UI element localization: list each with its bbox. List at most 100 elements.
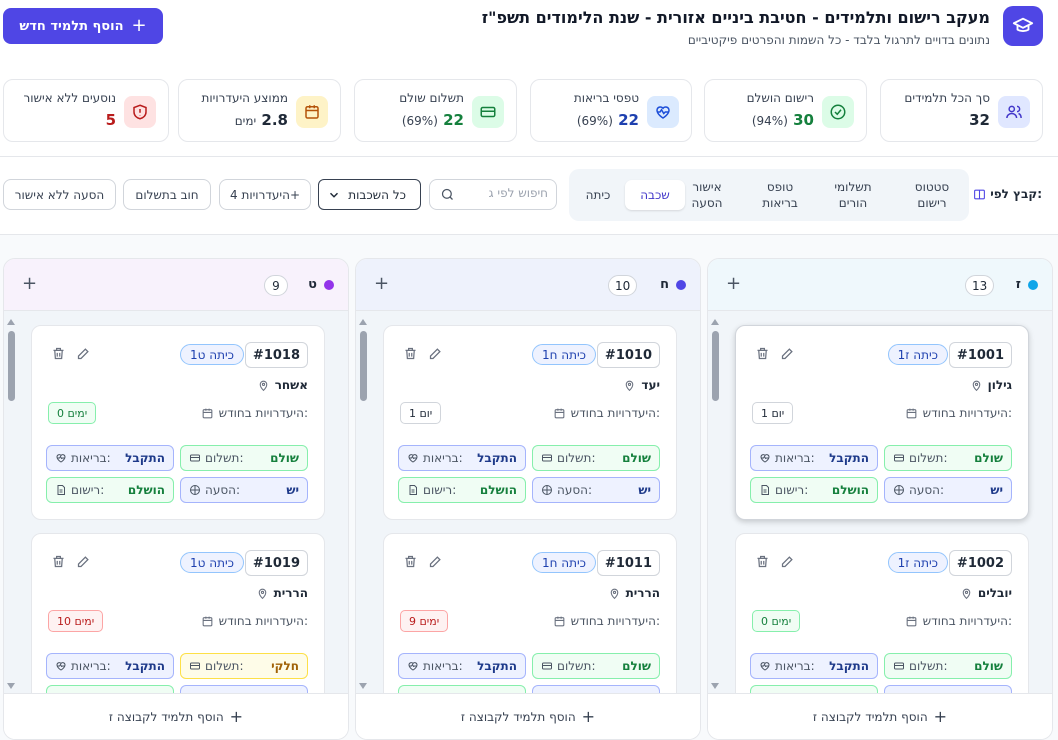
scrollbar[interactable] [711,319,719,689]
absences-label-text: היעדרויות בחודש: [570,406,660,420]
group-by-tabs: סטטוס רישום תשלומי הורים טופס בריאות אישור … [569,169,969,221]
trash-icon[interactable] [51,554,66,569]
document-icon [57,485,65,495]
credit-card-icon [190,662,200,670]
add-student-label: הוסף תלמיד חדש [19,18,124,34]
scroll-up-icon[interactable] [711,319,719,325]
student-card[interactable]: #1010 כיתה ח1 יעד היעדרויות בחודש: 1 יום… [383,325,677,520]
group-tab[interactable]: טופס בריאות [762,179,798,210]
payment-value: שולם [974,659,1003,673]
group-tab[interactable]: תשלומי הורים [834,179,872,210]
student-card[interactable]: #1019 כיתה ט1 הררית היעדרויות בחודש: 10 … [31,533,325,695]
transport-value: יש [638,483,651,497]
heart-pulse-icon [56,662,66,671]
student-id: #1011 [596,550,660,576]
scroll-up-icon[interactable] [7,319,15,325]
add-student-button[interactable]: הוסף תלמיד חדש + [3,8,163,44]
edit-icon[interactable] [780,346,795,361]
group-tab[interactable]: שכבה [625,180,685,210]
student-card[interactable]: #1001 כיתה ז1 גילון היעדרויות בחודש: 1 י… [735,325,1029,520]
search-box[interactable] [429,179,557,210]
student-card[interactable]: #1018 כיתה ט1 אשחר היעדרויות בחודש: 0 ימ… [31,325,325,520]
neighborhood: יעד [623,378,660,392]
column-count-badge: 13 [965,275,995,296]
payment-value: חלקי [271,659,299,673]
column-add-icon[interactable]: + [726,273,742,294]
edit-icon[interactable] [76,346,91,361]
student-id: #1019 [244,550,308,576]
absences-badge: 9 ימים [400,610,449,632]
column-add-icon[interactable]: + [22,273,38,294]
trash-icon[interactable] [51,346,66,361]
student-id: #1002 [948,550,1012,576]
edit-icon[interactable] [428,554,443,569]
scroll-down-icon[interactable] [7,683,15,689]
scrollbar[interactable] [359,319,367,689]
stat-card: רישום הושלם 30 (94%) [704,79,867,142]
columns-icon [974,189,986,199]
payment-label: תשלום: [909,659,948,673]
transport-value: יש [286,483,299,497]
payment-chip: תשלום: שולם [532,653,660,679]
scroll-up-icon[interactable] [359,319,367,325]
trash-icon[interactable] [403,554,418,569]
student-card[interactable]: #1002 כיתה ז1 יובלים היעדרויות בחודש: 0 … [735,533,1029,695]
column-title: ח [660,277,669,292]
column-title: ט [308,277,317,292]
stat-card: סך הכל תלמידים 32 [880,79,1043,142]
plus-icon: + [581,707,596,726]
scroll-thumb[interactable] [360,331,367,401]
student-card[interactable]: #1011 כיתה ח1 הררית היעדרויות בחודש: 9 י… [383,533,677,695]
add-to-group-button[interactable]: הוסף תלמיד לקבוצה ז + [708,693,1052,739]
filter-no-transport-button[interactable]: הסעה ללא אישור [3,179,116,210]
filter-absences-button[interactable]: היעדרויות 4+ [219,179,311,210]
stat-value: 2.8 ימים [235,111,288,129]
grade-select[interactable]: כל השכבות [318,179,421,210]
payment-value: שולם [622,451,651,465]
group-by-text: קבץ לפי: [990,187,1042,201]
group-tab[interactable]: אישור הסעה [691,179,723,210]
group-tab[interactable]: סטטוס רישום [914,179,950,210]
scroll-down-icon[interactable] [359,683,367,689]
stat-value: 30 (94%) [752,111,814,129]
registration-chip: רישום: הושלם [750,477,878,503]
scroll-down-icon[interactable] [711,683,719,689]
filter-debt-button[interactable]: חוב בתשלום [123,179,211,210]
stat-percent: ימים [234,114,257,128]
calendar-icon [554,408,564,418]
class-badge: כיתה ט1 [180,552,244,573]
add-to-group-button[interactable]: הוסף תלמיד לקבוצה ז + [4,693,348,739]
absences-label: היעדרויות בחודש: [905,614,1012,628]
transport-chip: הסעה: יש [532,477,660,503]
trash-icon[interactable] [755,346,770,361]
column-add-icon[interactable]: + [374,273,390,294]
trash-icon[interactable] [755,554,770,569]
column-body: #1001 כיתה ז1 גילון היעדרויות בחודש: 1 י… [708,311,1052,695]
health-label: בריאות: [423,659,463,673]
stat-number: 30 [793,111,814,129]
credit-card-icon [894,662,904,670]
stat-percent: (69%) [401,114,438,128]
stat-card: טפסי בריאות 22 (69%) [530,79,692,142]
edit-icon[interactable] [780,554,795,569]
page-title: מעקב רישום ותלמידים - חטיבת ביניים אזורי… [481,8,990,27]
group-tab[interactable]: כיתה [585,187,611,202]
map-pin-icon [626,380,634,391]
registration-label: רישום: [423,483,457,497]
absences-label: היעדרויות בחודש: [201,614,308,628]
health-label: בריאות: [775,451,815,465]
scroll-thumb[interactable] [8,331,15,401]
student-id: #1010 [596,342,660,368]
trash-icon[interactable] [403,346,418,361]
search-input[interactable] [458,186,548,200]
health-chip: בריאות: התקבל [750,653,878,679]
neighborhood: יובלים [960,586,1012,600]
registration-chip: רישום: הושלם [398,477,526,503]
payment-label: תשלום: [909,451,948,465]
edit-icon[interactable] [76,554,91,569]
scrollbar[interactable] [7,319,15,689]
edit-icon[interactable] [428,346,443,361]
payment-chip: תשלום: שולם [180,445,308,471]
add-to-group-button[interactable]: הוסף תלמיד לקבוצה ז + [356,693,700,739]
scroll-thumb[interactable] [712,331,719,401]
